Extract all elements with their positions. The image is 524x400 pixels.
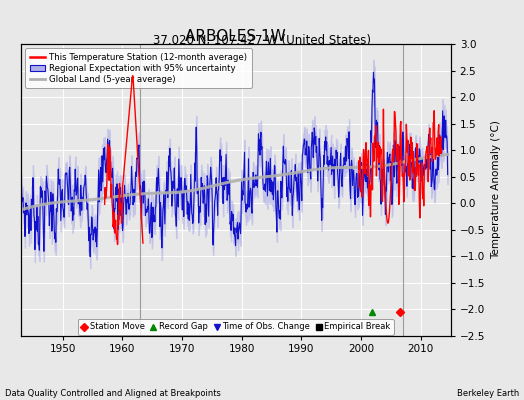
Title: ARBOLES 1W: ARBOLES 1W — [185, 29, 286, 44]
Text: Data Quality Controlled and Aligned at Breakpoints: Data Quality Controlled and Aligned at B… — [5, 389, 221, 398]
Text: 37.020 N, 107.427 W (United States): 37.020 N, 107.427 W (United States) — [153, 34, 371, 47]
Text: Berkeley Earth: Berkeley Earth — [456, 389, 519, 398]
Y-axis label: Temperature Anomaly (°C): Temperature Anomaly (°C) — [490, 120, 500, 260]
Legend: Station Move, Record Gap, Time of Obs. Change, Empirical Break: Station Move, Record Gap, Time of Obs. C… — [78, 319, 394, 335]
